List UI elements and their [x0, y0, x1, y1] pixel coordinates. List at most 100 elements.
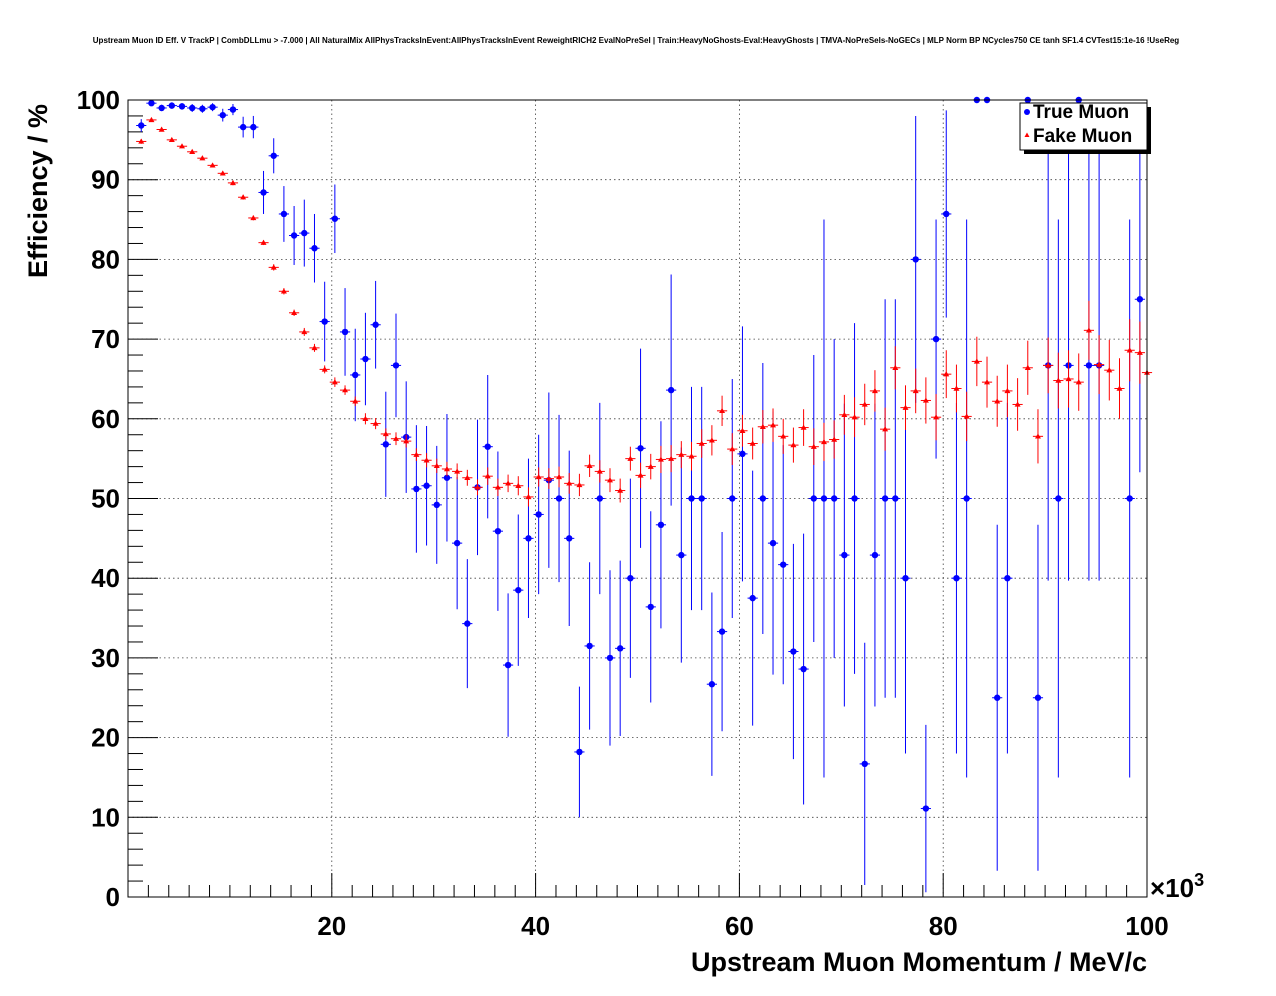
- data-point: [258, 170, 269, 214]
- data-point: [370, 280, 381, 369]
- marker-circle: [423, 482, 430, 489]
- data-point: [961, 219, 972, 778]
- marker-circle: [820, 495, 828, 502]
- marker-triangle: [688, 453, 695, 459]
- marker-triangle: [861, 401, 868, 407]
- data-point: [370, 418, 381, 430]
- data-point: [941, 350, 952, 399]
- data-point: [869, 403, 881, 707]
- marker-circle: [881, 495, 889, 502]
- marker-triangle: [209, 162, 216, 168]
- marker-circle: [229, 106, 237, 113]
- data-point: [839, 403, 850, 707]
- data-point: [299, 327, 310, 336]
- data-point: [767, 411, 779, 675]
- marker-circle: [311, 245, 318, 252]
- marker-triangle: [647, 463, 654, 469]
- marker-circle: [555, 495, 563, 502]
- data-point: [645, 511, 656, 703]
- data-point: [187, 103, 198, 112]
- marker-triangle: [250, 214, 257, 221]
- marker-triangle: [1136, 349, 1143, 355]
- marker-circle: [1126, 495, 1133, 502]
- marker-triangle: [372, 420, 379, 426]
- data-point: [380, 391, 391, 497]
- marker-triangle: [800, 424, 807, 430]
- data-point: [849, 397, 860, 438]
- marker-circle: [739, 450, 746, 458]
- data-point: [472, 479, 483, 496]
- marker-circle: [912, 256, 919, 263]
- marker-circle: [260, 189, 267, 196]
- marker-triangle: [678, 451, 685, 457]
- data-point: [462, 559, 473, 689]
- data-point: [890, 346, 901, 390]
- marker-circle: [1034, 694, 1042, 701]
- marker-triangle: [1034, 433, 1041, 439]
- marker-circle: [199, 105, 206, 112]
- data-point: [431, 458, 442, 473]
- marker-circle: [698, 495, 705, 502]
- data-point: [1053, 219, 1064, 778]
- x-tick-label: 20: [317, 911, 346, 941]
- marker-circle: [535, 511, 542, 518]
- marker-triangle: [994, 398, 1001, 404]
- data-point: [696, 386, 707, 611]
- data-point: [411, 425, 422, 553]
- marker-triangle: [515, 482, 522, 488]
- data-point: [533, 467, 544, 487]
- marker-triangle: [749, 440, 756, 446]
- marker-triangle: [443, 466, 450, 472]
- marker-circle: [525, 535, 532, 542]
- data-point: [747, 470, 758, 726]
- marker-circle: [892, 495, 899, 502]
- data-point: [716, 395, 728, 426]
- marker-circle: [280, 210, 288, 218]
- data-point: [319, 281, 330, 362]
- data-point: [1134, 126, 1145, 473]
- data-point: [411, 448, 422, 462]
- data-point: [992, 375, 1003, 427]
- marker-triangle: [168, 136, 175, 143]
- data-point: [706, 592, 717, 776]
- marker-triangle: [1045, 362, 1052, 368]
- data-point: [1104, 339, 1115, 401]
- marker-circle: [953, 575, 960, 582]
- data-point: [289, 309, 300, 316]
- data-point: [981, 356, 993, 408]
- marker-triangle: [362, 415, 369, 421]
- data-point: [818, 422, 830, 462]
- marker-circle: [504, 661, 512, 669]
- marker-triangle: [851, 414, 858, 420]
- marker-triangle: [158, 126, 165, 132]
- x-tick-label: 40: [521, 911, 550, 941]
- marker-triangle: [892, 364, 899, 370]
- data-point: [482, 374, 493, 519]
- data-point: [574, 686, 585, 818]
- marker-triangle: [882, 426, 889, 432]
- data-point: [238, 116, 249, 138]
- data-point: [757, 363, 768, 634]
- marker-triangle: [382, 430, 389, 437]
- data-point: [767, 408, 779, 442]
- marker-triangle: [657, 456, 664, 462]
- y-tick-label: 40: [91, 563, 120, 593]
- data-point: [880, 407, 891, 451]
- plot-frame: [127, 99, 1148, 898]
- marker-triangle: [1065, 375, 1072, 382]
- marker-triangle: [311, 344, 318, 351]
- marker-triangle: [433, 462, 440, 469]
- data-point: [594, 402, 605, 595]
- marker-triangle: [963, 413, 970, 419]
- marker-triangle: [219, 170, 226, 176]
- data-point: [513, 514, 524, 666]
- data-point: [686, 441, 697, 471]
- marker-triangle: [1055, 377, 1062, 383]
- marker-triangle: [933, 414, 940, 420]
- data-point: [350, 396, 361, 407]
- marker-circle: [902, 575, 909, 582]
- marker-triangle: [464, 474, 471, 480]
- y-tick-label: 0: [106, 882, 120, 912]
- marker-triangle: [984, 379, 991, 385]
- marker-circle: [219, 111, 226, 119]
